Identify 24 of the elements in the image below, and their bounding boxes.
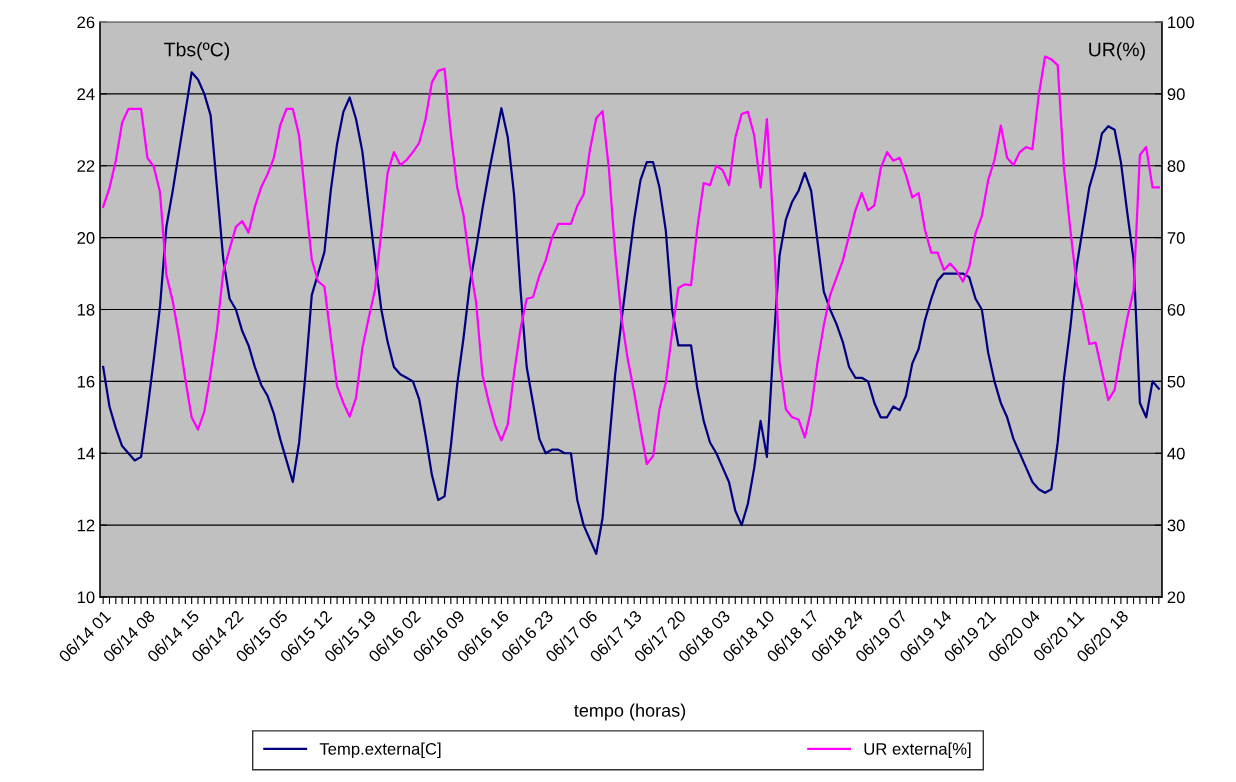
y-axis-title: Tbs(ºC) (164, 42, 230, 61)
y2-tick-label: 80 (1167, 160, 1185, 172)
y2-tick-label: 30 (1167, 519, 1185, 532)
y2-tick-label: 100 (1168, 16, 1195, 29)
y-tick-label: 12 (77, 519, 95, 532)
y2-tick-label: 90 (1167, 88, 1185, 101)
y-tick-label: 22 (77, 160, 95, 172)
y2-tick-label: 40 (1167, 447, 1185, 460)
legend-label: UR externa[%] (864, 742, 971, 759)
y-tick-label: 20 (77, 232, 95, 244)
line-series (102, 71, 1160, 555)
y2-tick-label: 50 (1167, 375, 1185, 388)
y2-tick-label: 60 (1167, 303, 1185, 316)
y-tick-label: 10 (77, 591, 95, 604)
y-tick-label: 24 (77, 88, 95, 100)
y-tick-label: 18 (77, 303, 95, 316)
y2-tick-label: 20 (1167, 591, 1185, 604)
y2-axis-title: UR(%) (1089, 42, 1145, 61)
legend-label: Temp.externa[C] (319, 742, 441, 759)
y-tick-label: 16 (77, 375, 95, 388)
y-tick-label: 26 (77, 16, 95, 29)
y-tick-label: 14 (77, 447, 95, 460)
x-axis-title: tempo (horas) (574, 703, 686, 721)
y2-tick-label: 70 (1167, 232, 1185, 244)
